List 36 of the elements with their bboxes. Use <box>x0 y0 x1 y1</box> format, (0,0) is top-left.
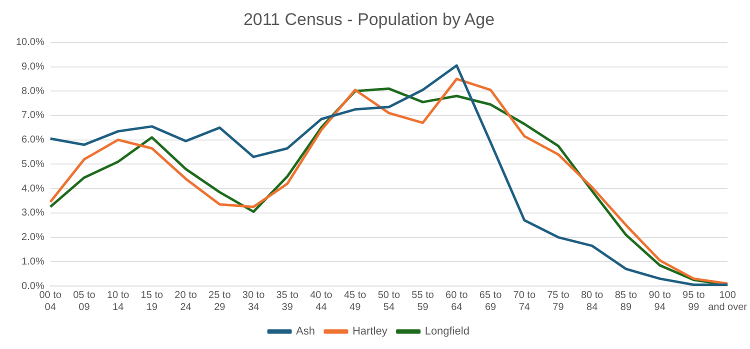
x-tick-label: 15 to 19 <box>140 290 164 313</box>
legend-label: Longfield <box>424 326 470 338</box>
x-tick-label: 55 to 59 <box>412 290 434 313</box>
y-tick-label: 1.0% <box>22 256 44 268</box>
x-tick-label: 35 to 39 <box>276 290 299 313</box>
chart-title: 2011 Census - Population by Age <box>243 10 495 29</box>
x-tick-label: 05 to 09 <box>73 290 96 313</box>
x-tick-label: 45 to 49 <box>344 290 367 313</box>
x-tick-label: 10 to 14 <box>106 290 130 313</box>
y-tick-label: 4.0% <box>22 183 44 194</box>
x-tick-label: 90 to 94 <box>648 290 672 313</box>
x-tick-label: 80 to 84 <box>580 290 604 313</box>
y-tick-label: 8.0% <box>22 86 44 97</box>
x-tick-label: 95 to 99 <box>682 290 706 313</box>
y-tick-label: 10.0% <box>16 37 44 48</box>
y-tick-label: 3.0% <box>22 208 44 219</box>
x-tick-label: 75 to 79 <box>547 290 570 313</box>
x-tick-label: 60 to 64 <box>446 290 468 313</box>
y-tick-label: 5.0% <box>22 158 44 170</box>
x-tick-label: 50 to 54 <box>378 290 401 313</box>
x-tick-label: 85 to 89 <box>614 290 638 313</box>
x-tick-label: 25 to 29 <box>208 290 232 313</box>
x-tick-label: 40 to 44 <box>310 290 333 313</box>
x-tick-label: 20 to 24 <box>174 290 198 313</box>
y-tick-label: 2.0% <box>22 232 44 244</box>
x-tick-label: 100 and over <box>708 290 748 313</box>
y-tick-label: 9.0% <box>22 62 44 73</box>
x-tick-label: 00 to 04 <box>39 290 62 313</box>
legend-label: Hartley <box>352 326 388 338</box>
x-tick-label: 30 to 34 <box>242 290 266 313</box>
y-tick-label: 7.0% <box>22 110 44 122</box>
legend-label: Ash <box>296 326 315 338</box>
y-tick-label: 0.0% <box>22 280 44 292</box>
x-tick-label: 70 to 74 <box>513 290 536 313</box>
y-tick-label: 6.0% <box>22 134 44 146</box>
x-tick-label: 65 to 69 <box>479 290 502 313</box>
